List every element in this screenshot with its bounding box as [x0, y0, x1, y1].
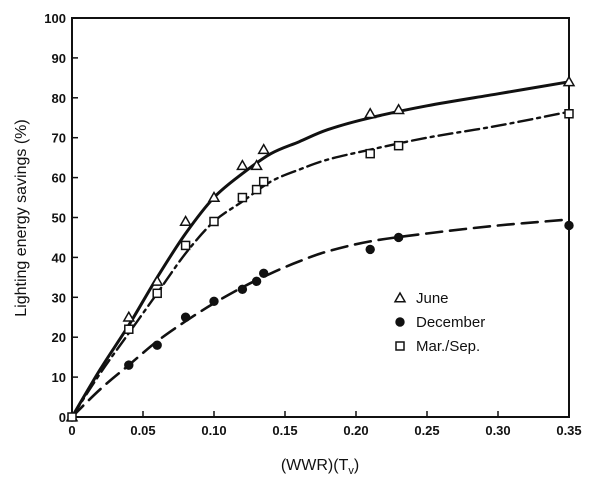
- x-axis: 0 0.05 0.10 0.15 0.20 0.25 0.30 0.35: [68, 411, 582, 438]
- data-point-december: [259, 268, 269, 279]
- data-point-june: [179, 214, 192, 226]
- y-tick-label: 30: [52, 290, 66, 305]
- data-point-june: [236, 159, 249, 171]
- data-point-mar-sep: [67, 412, 77, 422]
- data-point-june: [562, 75, 576, 87]
- data-point-mar-sep: [237, 192, 248, 203]
- data-point-december: [564, 220, 574, 231]
- plot-area: [71, 17, 570, 418]
- data-point-december: [237, 284, 248, 295]
- series-line-december: [70, 218, 571, 419]
- data-point-december: [251, 276, 262, 287]
- y-tick-label: 80: [52, 91, 66, 106]
- y-tick-label: 60: [52, 171, 66, 186]
- series-line-june: [70, 80, 571, 419]
- legend: June December Mar./Sep.: [393, 290, 485, 355]
- series-markers: [65, 75, 576, 422]
- series-curves: [70, 80, 571, 419]
- data-point-december: [365, 244, 375, 255]
- x-tick-label: 0.15: [272, 423, 297, 438]
- legend-marker-june: [393, 291, 407, 303]
- x-tick-label: 0: [68, 423, 75, 438]
- y-tick-label: 100: [44, 11, 66, 26]
- data-point-june: [150, 274, 164, 286]
- y-tick-label: 50: [52, 211, 66, 226]
- data-point-mar-sep: [365, 148, 375, 159]
- data-point-december: [124, 360, 134, 370]
- y-tick-label: 70: [52, 131, 66, 146]
- x-tick-label: 0.10: [201, 423, 226, 438]
- x-axis-title-main: (WWR)(T: [281, 457, 349, 474]
- data-point-june: [207, 191, 221, 203]
- data-point-mar-sep: [180, 240, 191, 251]
- legend-label-december: December: [416, 314, 485, 331]
- x-axis-title-subscript: v: [348, 465, 354, 477]
- data-point-december: [209, 296, 219, 306]
- data-point-december: [393, 232, 404, 243]
- x-tick-label: 0.20: [343, 423, 368, 438]
- data-point-mar-sep: [124, 324, 134, 334]
- y-tick-label: 0: [59, 410, 66, 425]
- x-tick-label: 0.35: [556, 423, 581, 438]
- x-tick-label: 0.25: [414, 423, 439, 438]
- data-point-june: [122, 310, 136, 322]
- data-point-mar-sep: [251, 184, 262, 195]
- plot-border: [71, 17, 570, 418]
- y-tick-label: 20: [52, 330, 66, 345]
- data-point-june: [250, 159, 263, 171]
- series-line-mar-sep: [70, 110, 571, 419]
- legend-marker-mar-sep: [395, 341, 405, 351]
- x-axis-title-close: ): [354, 457, 359, 474]
- data-point-mar-sep: [258, 176, 269, 187]
- y-axis-title: Lighting energy savings (%): [13, 119, 30, 316]
- x-tick-label: 0.30: [485, 423, 510, 438]
- legend-marker-december: [395, 317, 405, 327]
- data-point-december: [152, 340, 162, 350]
- legend-label-mar-sep: Mar./Sep.: [416, 338, 480, 355]
- y-tick-label: 40: [52, 250, 66, 265]
- data-point-june: [392, 103, 405, 115]
- y-axis: 0 10 20 30 40 50 60 70 80 90 100: [44, 11, 78, 425]
- data-point-mar-sep: [209, 216, 219, 227]
- data-point-june: [363, 107, 377, 119]
- data-point-december: [180, 312, 191, 322]
- data-point-june: [257, 143, 270, 155]
- y-tick-label: 10: [52, 370, 66, 385]
- x-axis-title: (WWR)(Tv): [281, 457, 359, 477]
- data-point-mar-sep: [564, 109, 574, 119]
- x-tick-label: 0.05: [130, 423, 155, 438]
- data-point-mar-sep: [393, 140, 404, 151]
- y-tick-label: 90: [52, 51, 66, 66]
- legend-label-june: June: [416, 290, 449, 307]
- data-point-mar-sep: [152, 288, 162, 299]
